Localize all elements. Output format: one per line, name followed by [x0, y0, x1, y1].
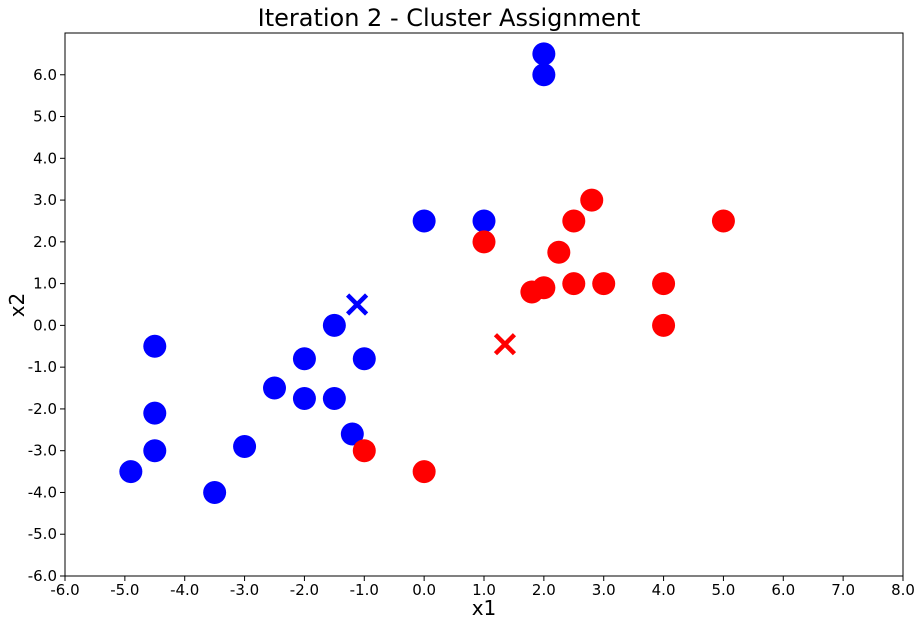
- y-tick-label: 2.0: [33, 233, 57, 251]
- x-axis-label: x1: [472, 596, 497, 620]
- chart-title: Iteration 2 - Cluster Assignment: [258, 4, 641, 32]
- data-point: [472, 209, 496, 233]
- data-point: [292, 386, 316, 410]
- x-tick-label: 0.0: [412, 581, 436, 599]
- y-tick-label: 4.0: [33, 149, 57, 167]
- y-tick-label: -6.0: [28, 567, 57, 585]
- x-tick-label: -6.0: [50, 581, 79, 599]
- x-tick-label: -3.0: [230, 581, 259, 599]
- data-point: [352, 439, 376, 463]
- data-point: [143, 401, 167, 425]
- x-tick-label: 3.0: [592, 581, 616, 599]
- y-tick-label: 0.0: [33, 316, 57, 334]
- y-tick-label: 1.0: [33, 275, 57, 293]
- data-point: [472, 230, 496, 254]
- y-tick-label: 6.0: [33, 66, 57, 84]
- data-point: [322, 313, 346, 337]
- x-tick-label: 7.0: [831, 581, 855, 599]
- data-point: [352, 347, 376, 371]
- data-point: [340, 422, 364, 446]
- plot-frame: [64, 32, 904, 577]
- data-point: [562, 272, 586, 296]
- y-tick-label: -4.0: [28, 483, 57, 501]
- y-tick-label: -2.0: [28, 400, 57, 418]
- data-point: [233, 435, 257, 459]
- data-point: [412, 460, 436, 484]
- data-point: [119, 460, 143, 484]
- y-tick-label: -3.0: [28, 442, 57, 460]
- data-point: [203, 480, 227, 504]
- y-tick-label: 3.0: [33, 191, 57, 209]
- centroid-marker: [346, 293, 369, 316]
- x-tick-label: 4.0: [652, 581, 676, 599]
- centroid-stroke: [346, 293, 369, 316]
- data-point: [532, 63, 556, 87]
- y-tick-label: -5.0: [28, 525, 57, 543]
- y-axis-label: x2: [5, 293, 29, 318]
- data-point: [562, 209, 586, 233]
- data-point: [547, 240, 571, 264]
- plot-area: -6.0 -5.0 -4.0 -3.0 -2.0 -1.0 0.0 1.0 2.0 3.0 4.0 5…: [28, 32, 915, 599]
- y-tick-label: 5.0: [33, 108, 57, 126]
- y-tick-label: -1.0: [28, 358, 57, 376]
- centroid-stroke: [493, 333, 517, 356]
- x-tick-label: 6.0: [771, 581, 795, 599]
- x-tick-label: -1.0: [350, 581, 379, 599]
- x-tick-label: -4.0: [170, 581, 199, 599]
- x-tick-label: 8.0: [891, 581, 915, 599]
- data-point: [263, 376, 286, 400]
- data-point: [652, 313, 676, 337]
- x-tick-label: 1.0: [472, 581, 496, 599]
- data-point: [143, 334, 167, 358]
- data-point: [592, 272, 616, 296]
- x-tick-label: -5.0: [110, 581, 139, 599]
- centroid-marker: [493, 333, 517, 356]
- data-point: [532, 42, 556, 66]
- x-tick-label: 2.0: [532, 581, 556, 599]
- x-tick-label: -2.0: [290, 581, 319, 599]
- data-point: [143, 439, 167, 463]
- data-point: [652, 272, 676, 296]
- data-point: [580, 188, 604, 212]
- data-point: [292, 347, 316, 371]
- x-tick-label: 5.0: [711, 581, 735, 599]
- data-point: [322, 386, 346, 410]
- data-point: [520, 280, 544, 304]
- data-point: [711, 209, 735, 233]
- data-point: [412, 209, 436, 233]
